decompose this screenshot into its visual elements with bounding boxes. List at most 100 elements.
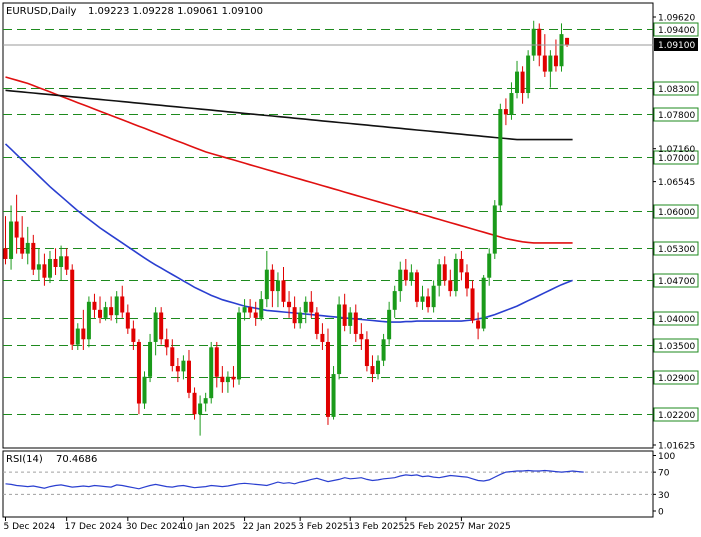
candle-bull (303, 301, 308, 313)
candle-bear (403, 269, 408, 281)
price-tick-label: 1.07160 (658, 145, 695, 155)
level-line-tag (653, 22, 699, 37)
candle-bear (131, 328, 136, 342)
candle-bear (192, 392, 197, 415)
candle-bear (159, 312, 164, 340)
candle-bear (414, 272, 419, 302)
time-tick-label: 7 Mar 2025 (459, 522, 510, 532)
level-line-tag (653, 311, 699, 326)
candle-bear (370, 366, 375, 375)
time-tick-label: 25 Feb 2025 (404, 522, 460, 532)
level-line-label: 1.02900 (658, 374, 695, 384)
candle-bull (36, 264, 41, 270)
candle-bull (225, 376, 230, 383)
candle-bull (398, 269, 403, 292)
candle-bear (553, 55, 558, 67)
level-line-tag (653, 407, 699, 422)
candle-bear (309, 301, 314, 313)
candle-bear (325, 341, 330, 417)
candle-bull (86, 301, 91, 340)
candle-bear (175, 366, 180, 372)
candle-bull (526, 55, 531, 94)
candle-bear (186, 360, 191, 393)
candle-bull (209, 347, 214, 399)
candle-bear (164, 339, 169, 348)
candle-bull (142, 376, 147, 404)
rsi-tick-label: 70 (658, 469, 670, 479)
candle-bear (459, 258, 464, 273)
level-line-tag (653, 241, 699, 256)
candle-bear (70, 269, 75, 345)
candle-bear (98, 309, 103, 318)
level-line-label: 1.06000 (658, 208, 695, 218)
candle-bear (109, 307, 114, 316)
current-price-badge: 1.09100 (654, 38, 698, 51)
candle-bull (559, 34, 564, 67)
candle-bear (565, 37, 570, 45)
candle-bull (59, 256, 64, 268)
candle-bear (448, 280, 453, 292)
candle-bull (487, 253, 492, 278)
candle-bear (3, 248, 8, 259)
candle-bear (270, 269, 275, 292)
candle-bull (409, 272, 414, 281)
candle-bear (220, 376, 225, 383)
candle-bull (331, 374, 336, 417)
candle-bull (515, 71, 520, 94)
candle-bear (253, 312, 258, 318)
candle-bear (353, 312, 358, 334)
level-line-tag (653, 150, 699, 165)
level-line-tag (653, 204, 699, 219)
candle-bull (47, 258, 52, 278)
candle-bull (275, 280, 280, 292)
level-line-label: 1.07800 (658, 111, 695, 121)
candle-bull (431, 285, 436, 308)
price-tick-label: 1.06545 (658, 178, 695, 188)
candle-bull (203, 398, 208, 404)
rsi-axis: 100 70 30 0 (653, 452, 675, 518)
candle-bull (75, 328, 80, 345)
candles (3, 20, 570, 436)
rsi-panel: RSI(14) 70.4686 (2, 450, 654, 518)
candle-bear (342, 304, 347, 326)
candle-bear (53, 258, 58, 268)
level-line-tag (653, 338, 699, 353)
candle-bear (14, 221, 19, 238)
price-axis: 1.09400 1.08300 1.07800 1.07000 1.06000 1.053… (653, 14, 699, 452)
candle-bull (420, 296, 425, 302)
candle-bear (20, 237, 25, 254)
level-line-label: 1.09400 (658, 26, 695, 36)
candle-bull (148, 341, 153, 377)
candle-bull (348, 312, 353, 326)
time-tick-label: 3 Feb 2025 (298, 522, 348, 532)
candle-bull (387, 309, 392, 340)
candle-bear (287, 301, 292, 308)
rsi-line (5, 469, 584, 490)
level-line-tag (653, 370, 699, 385)
chart-header-symbol: EURUSD,Daily (6, 6, 77, 17)
time-tick-label: 13 Feb 2025 (348, 522, 404, 532)
level-line-tag (653, 81, 699, 96)
level-line-label: 1.07000 (658, 154, 695, 164)
candle-bull (153, 312, 158, 342)
candle-bull (498, 109, 503, 206)
candle-bear (81, 328, 86, 340)
rsi-tick-label: 30 (658, 491, 670, 501)
rsi-header-name: RSI(14) (6, 454, 43, 465)
candle-bull (198, 403, 203, 415)
price-tick-label: 1.01625 (658, 442, 695, 452)
time-tick-label: 5 Dec 2024 (4, 522, 56, 532)
candle-bull (259, 299, 264, 318)
candle-bull (531, 28, 536, 56)
candle-bull (9, 221, 14, 259)
price-badge-bg (654, 38, 698, 51)
candle-bull (392, 291, 397, 310)
candle-bear (64, 256, 69, 270)
candle-bear (120, 296, 125, 313)
candle-bull (103, 307, 108, 318)
candle-bear (364, 339, 369, 367)
candle-bear (426, 296, 431, 308)
